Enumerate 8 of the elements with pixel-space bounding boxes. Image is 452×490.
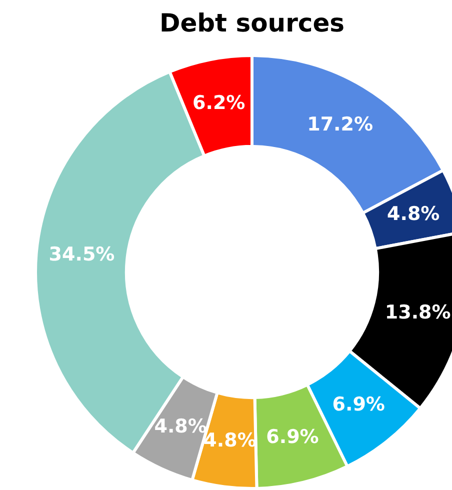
data-label: 6.2% (192, 92, 246, 114)
data-label: 6.9% (332, 394, 385, 416)
data-label: 34.5% (48, 244, 115, 266)
data-label: 4.8% (387, 203, 440, 226)
data-label: 6.9% (266, 426, 319, 448)
data-label: 17.2% (307, 113, 374, 136)
chart-title: Debt sources (159, 8, 345, 38)
data-label: 13.8% (384, 302, 451, 324)
